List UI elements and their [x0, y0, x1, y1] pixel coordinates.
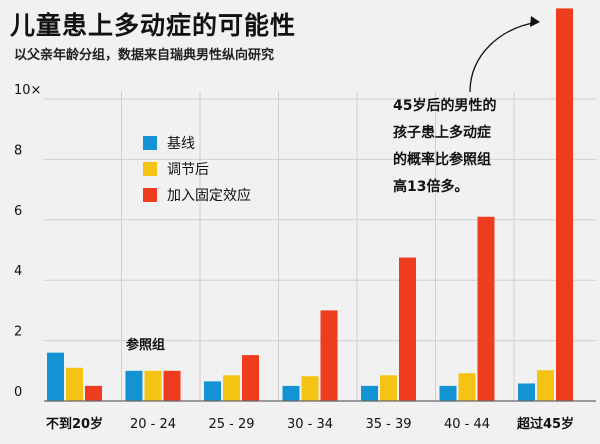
legend: 基线 调节后 加入固定效应 — [143, 130, 251, 208]
annotation-line: 孩子患上多动症 — [393, 125, 491, 141]
x-tick-label: 超过45岁 — [517, 416, 574, 432]
y-tick-label: 4 — [14, 264, 22, 279]
bar-1-2 — [223, 375, 240, 401]
bar-1-4 — [380, 375, 397, 401]
legend-item-adjusted: 调节后 — [143, 156, 251, 182]
annotation-line: 高13倍多。 — [393, 179, 469, 195]
x-tick-label: 30 - 34 — [287, 417, 333, 432]
bar-2-5 — [477, 216, 495, 401]
bar-0-2 — [204, 381, 221, 401]
y-tick-label: 6 — [14, 204, 22, 219]
legend-label-baseline: 基线 — [167, 136, 195, 152]
annotation-arrow — [469, 21, 539, 93]
x-tick-label: 不到20岁 — [46, 416, 103, 432]
bar-2-0 — [85, 385, 102, 401]
x-tick-label: 40 - 44 — [444, 417, 490, 432]
bar-2-4 — [399, 257, 416, 401]
bar-1-3 — [301, 376, 319, 401]
bar-1-6 — [537, 370, 554, 401]
x-tick-label: 35 - 39 — [365, 417, 411, 432]
bar-1-1 — [144, 370, 162, 401]
legend-label-adjusted: 调节后 — [167, 162, 209, 178]
legend-swatch-adjusted — [143, 162, 157, 176]
y-tick-label: 0 — [14, 385, 22, 400]
legend-label-fixed: 加入固定效应 — [167, 188, 251, 204]
bar-2-6 — [556, 8, 573, 402]
y-tick-label: 10× — [14, 83, 41, 98]
reference-group-label: 参照组 — [126, 338, 166, 353]
bar-2-2 — [242, 355, 259, 401]
legend-item-fixed: 加入固定效应 — [143, 182, 251, 208]
annotation-line: 的概率比参照组 — [393, 152, 491, 168]
bar-0-4 — [361, 385, 378, 401]
bar-0-6 — [518, 383, 535, 401]
bar-0-1 — [125, 370, 143, 401]
bar-1-5 — [458, 373, 476, 401]
annotation-arrowhead — [530, 16, 540, 27]
bar-1-0 — [66, 367, 83, 401]
bar-2-3 — [320, 310, 338, 401]
x-tick-label: 20 - 24 — [130, 417, 176, 432]
chart-subtitle: 以父亲年龄分组，数据来自瑞典男性纵向研究 — [14, 48, 275, 63]
legend-item-baseline: 基线 — [143, 130, 251, 156]
annotation-line: 45岁后的男性的 — [393, 98, 497, 114]
legend-swatch-baseline — [143, 136, 157, 150]
bar-0-0 — [47, 352, 64, 401]
chart-title: 儿童患上多动症的可能性 — [10, 11, 297, 40]
bar-0-5 — [439, 385, 457, 401]
legend-swatch-fixed — [143, 188, 157, 202]
x-tick-label: 25 - 29 — [208, 417, 254, 432]
y-tick-label: 8 — [14, 143, 22, 158]
annotation-callout: 45岁后的男性的 孩子患上多动症 的概率比参照组 高13倍多。 — [393, 93, 543, 201]
y-tick-label: 2 — [14, 325, 22, 340]
bar-0-3 — [282, 385, 300, 401]
bar-2-1 — [163, 370, 181, 401]
